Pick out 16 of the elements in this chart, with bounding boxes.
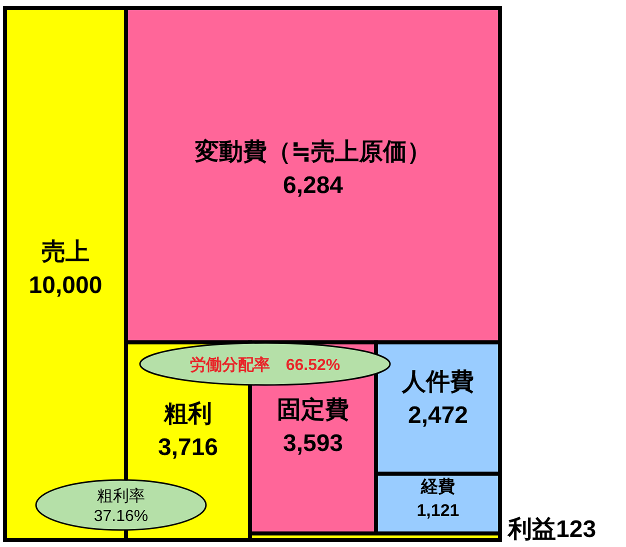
category-label: 固定費 (277, 396, 349, 424)
data-label: 10,000 (28, 272, 102, 299)
category-label: 変動費（≒売上原価） (194, 137, 432, 166)
category-label: 粗利 (163, 400, 212, 428)
category-label: 人件費 (401, 368, 474, 396)
data-label: 2,472 (408, 402, 468, 429)
category-label: 経費 (420, 476, 455, 496)
data-label: 3,716 (158, 434, 218, 461)
category-label: 売上 (42, 238, 90, 266)
text: 粗利率 37.16% (94, 487, 148, 525)
category-label: 利益 (507, 516, 556, 543)
data-label: 123 (556, 516, 596, 543)
data-label: 1,121 (416, 500, 460, 520)
data-label: 3,593 (282, 430, 344, 457)
data-label: 6,284 (282, 172, 344, 199)
text: 労働分配率 66.52% (190, 355, 340, 374)
